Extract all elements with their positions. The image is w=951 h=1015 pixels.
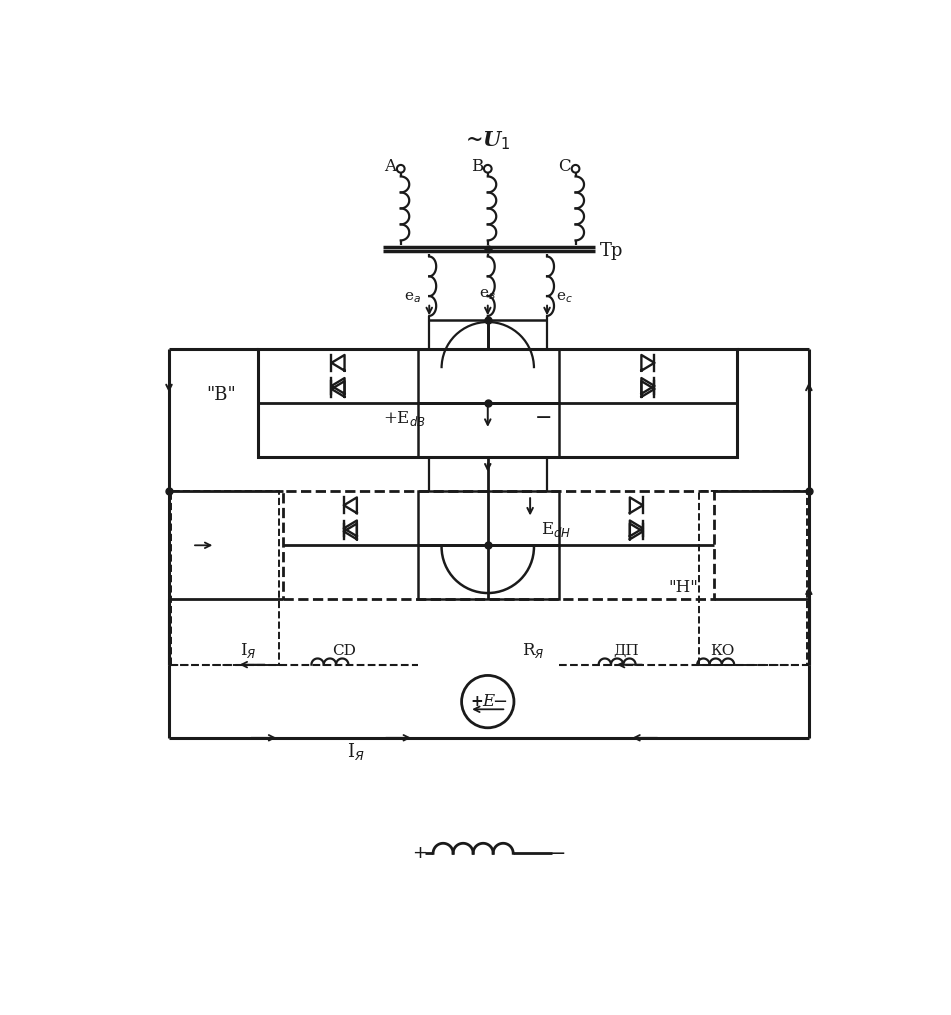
Bar	[171, 491, 279, 665]
Text: B: B	[471, 158, 483, 175]
Text: +: +	[471, 694, 483, 709]
Text: Тр: Тр	[600, 243, 624, 260]
Text: C: C	[558, 158, 572, 175]
Bar	[417, 491, 558, 545]
Text: R$_Я$: R$_Я$	[522, 641, 544, 661]
Text: −: −	[493, 692, 508, 710]
Bar	[699, 491, 806, 665]
Bar	[417, 545, 558, 599]
Text: E$_{dН}$: E$_{dН}$	[541, 521, 571, 539]
Bar	[417, 349, 558, 403]
Text: I$_Я$: I$_Я$	[347, 741, 365, 762]
Text: A: A	[384, 158, 396, 175]
Bar	[283, 491, 714, 599]
Text: "В": "В"	[206, 386, 236, 404]
Bar	[417, 403, 558, 457]
Text: e$_c$: e$_c$	[555, 290, 573, 306]
Text: e$_a$: e$_a$	[404, 290, 420, 306]
Text: E: E	[482, 693, 495, 710]
Text: e$_в$: e$_в$	[479, 287, 496, 301]
Text: ~U$_1$: ~U$_1$	[465, 130, 511, 152]
Text: СD: СD	[333, 644, 357, 658]
Text: −: −	[534, 408, 552, 428]
Text: +E$_{dB}$: +E$_{dB}$	[383, 409, 426, 427]
Text: "Н": "Н"	[669, 580, 698, 596]
Text: +: +	[413, 844, 428, 863]
Text: ДП: ДП	[612, 644, 638, 658]
Text: I$_Я$: I$_Я$	[240, 641, 257, 661]
Text: КО: КО	[709, 644, 734, 658]
Text: −: −	[550, 843, 566, 863]
Bar	[259, 349, 737, 457]
